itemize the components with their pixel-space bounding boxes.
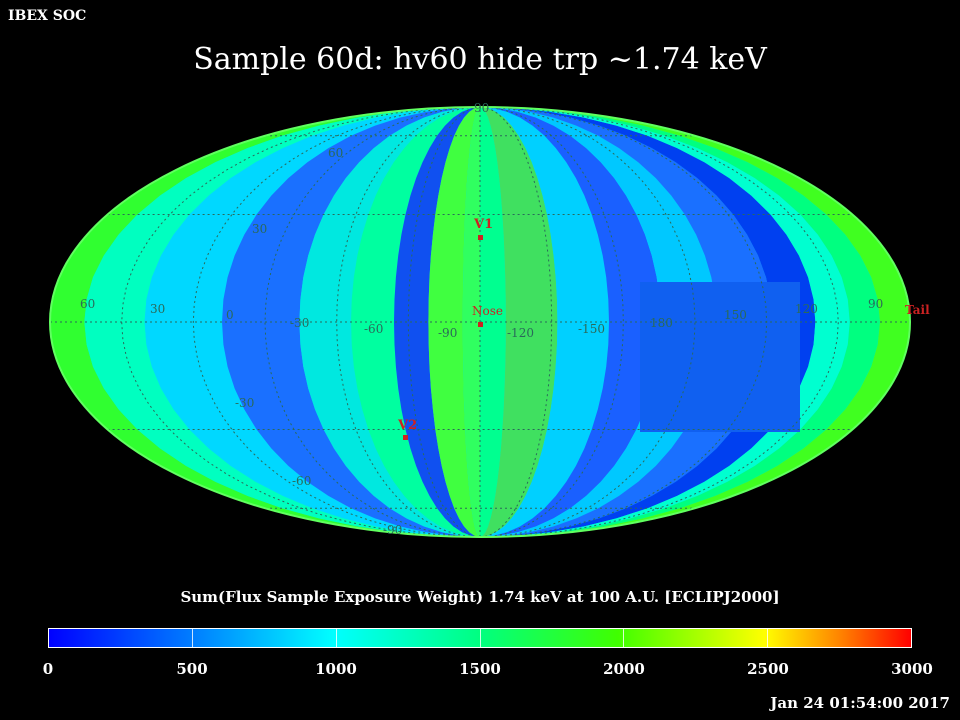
lon-label-neg120: -120: [507, 326, 534, 340]
marker-label-nose: Nose: [472, 304, 503, 318]
colorbar-label-2500: 2500: [747, 660, 789, 678]
lon-label-90: 90: [868, 297, 883, 311]
flux-band: [222, 107, 480, 537]
lat-label-neg30: -30: [235, 396, 254, 410]
lat-label-neg60: -60: [292, 474, 311, 488]
map-border: [49, 106, 911, 538]
colorbar-label-0: 0: [42, 660, 54, 678]
timestamp: Jan 24 01:54:00 2017: [770, 694, 950, 712]
meridian-line: [192, 106, 481, 538]
flux-band: [480, 107, 661, 537]
marker-label-v2: V2: [397, 418, 417, 433]
lon-label-neg90: -90: [438, 326, 457, 340]
colorbar-label-3000: 3000: [891, 660, 933, 678]
colorbar-label-500: 500: [176, 660, 208, 678]
colorbar-tick: [336, 629, 338, 647]
colorbar-label-2000: 2000: [603, 660, 645, 678]
meridian-line: [407, 106, 481, 538]
lon-label-120: 120: [795, 302, 818, 316]
lon-label-60: 60: [80, 297, 95, 311]
lat-label-90: 90: [474, 101, 489, 115]
flux-band: [394, 107, 480, 537]
flux-band: [480, 107, 609, 537]
marker-nose: [478, 322, 483, 327]
colorbar-label-1000: 1000: [315, 660, 357, 678]
markers: V1 Nose V2 Tail: [397, 217, 930, 440]
colorbar: [48, 628, 912, 648]
lon-label-neg60: -60: [364, 322, 383, 336]
lon-label-30: 30: [150, 302, 165, 316]
colorbar-tick: [480, 629, 481, 647]
lon-label-neg30: -30: [290, 316, 309, 330]
marker-v2: [403, 435, 408, 440]
corner-label: IBEX SOC: [8, 8, 87, 24]
lon-label-0: 0: [226, 308, 234, 322]
longitude-labels: 60 30 0 -30 -60 -90 -120 -150 180 150 12…: [80, 297, 883, 340]
lon-label-neg150: -150: [578, 322, 605, 336]
latitude-labels: 90 60 30 -30 -60 -90: [235, 101, 489, 537]
map-title: Sample 60d: hv60 hide trp ~1.74 keV: [193, 42, 767, 77]
colorbar-tick: [767, 629, 769, 647]
lat-label-neg90: -90: [383, 523, 402, 537]
marker-label-tail: Tail: [905, 303, 930, 317]
lon-label-150: 150: [724, 308, 747, 322]
lat-label-30: 30: [252, 222, 267, 236]
colorbar-tick: [623, 629, 625, 647]
lon-label-180: 180: [650, 316, 673, 330]
low-flux-region: [640, 282, 800, 432]
lat-label-60: 60: [328, 146, 343, 160]
colorbar-tick: [192, 629, 194, 647]
colorbar-label-1500: 1500: [459, 660, 501, 678]
marker-v1: [478, 235, 483, 240]
marker-label-v1: V1: [473, 217, 493, 232]
colorbar-title: Sum(Flux Sample Exposure Weight) 1.74 ke…: [180, 588, 780, 606]
flux-band: [428, 107, 480, 537]
